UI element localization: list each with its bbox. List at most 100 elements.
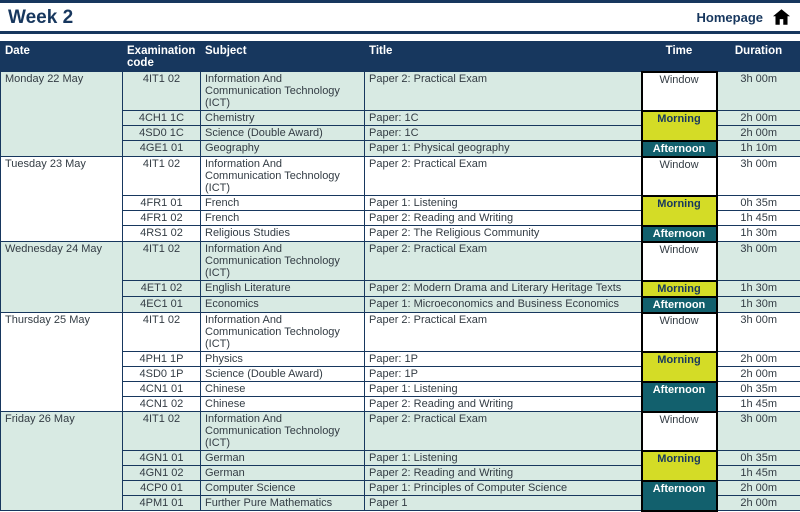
date-cell: Thursday 25 May: [1, 313, 123, 412]
time-cell: Morning: [642, 111, 717, 141]
time-cell: Afternoon: [642, 226, 717, 242]
title-cell: Paper 2: Practical Exam: [365, 242, 642, 281]
time-cell: Morning: [642, 352, 717, 382]
page-title: Week 2: [8, 8, 73, 27]
subject-cell: Religious Studies: [201, 226, 365, 242]
time-cell: Window: [642, 72, 717, 111]
exam-code-cell: 4CH1 1C: [123, 111, 201, 126]
duration-cell: 1h 30m: [717, 226, 800, 242]
subject-cell: German: [201, 451, 365, 466]
duration-cell: 1h 30m: [717, 281, 800, 297]
time-cell: Morning: [642, 196, 717, 226]
duration-cell: 0h 35m: [717, 382, 800, 397]
title-cell: Paper: 1C: [365, 111, 642, 126]
subject-cell: Science (Double Award): [201, 367, 365, 382]
title-cell: Paper 2: Practical Exam: [365, 412, 642, 451]
subject-cell: Physics: [201, 352, 365, 367]
exam-code-cell: 4RS1 02: [123, 226, 201, 242]
title-cell: Paper 1: Listening: [365, 382, 642, 397]
subject-cell: Information And Communication Technology…: [201, 313, 365, 352]
subject-cell: French: [201, 211, 365, 226]
title-cell: Paper 2: Practical Exam: [365, 157, 642, 196]
exam-code-cell: 4GE1 01: [123, 141, 201, 157]
subject-cell: Information And Communication Technology…: [201, 157, 365, 196]
title-cell: Paper 2: Reading and Writing: [365, 466, 642, 481]
duration-cell: 0h 35m: [717, 451, 800, 466]
duration-cell: 2h 00m: [717, 126, 800, 141]
subject-cell: English Literature: [201, 281, 365, 297]
time-cell: Afternoon: [642, 141, 717, 157]
title-cell: Paper 1: Listening: [365, 451, 642, 466]
home-icon[interactable]: [773, 9, 790, 25]
subject-cell: Chemistry: [201, 111, 365, 126]
title-cell: Paper 2: Practical Exam: [365, 313, 642, 352]
exam-code-cell: 4IT1 02: [123, 412, 201, 451]
time-cell: Afternoon: [642, 297, 717, 313]
subject-cell: Chinese: [201, 382, 365, 397]
exam-code-cell: 4IT1 02: [123, 313, 201, 352]
subject-cell: French: [201, 196, 365, 211]
exam-code-cell: 4CN1 01: [123, 382, 201, 397]
title-cell: Paper 2: Reading and Writing: [365, 211, 642, 226]
homepage-link[interactable]: Homepage: [697, 9, 790, 25]
subject-cell: Geography: [201, 141, 365, 157]
time-cell: Morning: [642, 451, 717, 481]
column-header-subject: Subject: [201, 42, 365, 72]
title-cell: Paper 2: Reading and Writing: [365, 397, 642, 412]
exam-code-cell: 4ET1 02: [123, 281, 201, 297]
duration-cell: 1h 45m: [717, 466, 800, 481]
duration-cell: 3h 00m: [717, 242, 800, 281]
exam-code-cell: 4CN1 02: [123, 397, 201, 412]
duration-cell: 2h 00m: [717, 367, 800, 382]
title-cell: Paper: 1P: [365, 352, 642, 367]
exam-code-cell: 4IT1 02: [123, 242, 201, 281]
subject-cell: Information And Communication Technology…: [201, 72, 365, 111]
duration-cell: 2h 00m: [717, 111, 800, 126]
exam-code-cell: 4PM1 01: [123, 496, 201, 511]
subject-cell: Science (Double Award): [201, 126, 365, 141]
title-cell: Paper: 1P: [365, 367, 642, 382]
time-cell: Window: [642, 313, 717, 352]
exam-code-cell: 4GN1 02: [123, 466, 201, 481]
subject-cell: Economics: [201, 297, 365, 313]
title-cell: Paper 1: [365, 496, 642, 511]
title-cell: Paper 1: Listening: [365, 196, 642, 211]
homepage-label: Homepage: [697, 10, 763, 25]
time-cell: Window: [642, 242, 717, 281]
duration-cell: 2h 00m: [717, 496, 800, 511]
title-cell: Paper 1: Physical geography: [365, 141, 642, 157]
page-header: Week 2 Homepage: [0, 3, 800, 31]
duration-cell: 2h 00m: [717, 481, 800, 496]
duration-cell: 3h 00m: [717, 72, 800, 111]
subject-cell: Computer Science: [201, 481, 365, 496]
exam-code-cell: 4FR1 01: [123, 196, 201, 211]
duration-cell: 1h 30m: [717, 297, 800, 313]
column-header-duration: Duration: [717, 42, 800, 72]
time-cell: Window: [642, 412, 717, 451]
duration-cell: 0h 35m: [717, 196, 800, 211]
date-cell: Monday 22 May: [1, 72, 123, 157]
exam-code-cell: 4IT1 02: [123, 157, 201, 196]
column-header-time: Time: [642, 42, 717, 72]
time-cell: Afternoon: [642, 481, 717, 511]
duration-cell: 1h 10m: [717, 141, 800, 157]
duration-cell: 1h 45m: [717, 397, 800, 412]
column-header-code: Examination code: [123, 42, 201, 72]
title-cell: Paper 2: Practical Exam: [365, 72, 642, 111]
subject-cell: Further Pure Mathematics: [201, 496, 365, 511]
exam-code-cell: 4SD0 1P: [123, 367, 201, 382]
exam-code-cell: 4GN1 01: [123, 451, 201, 466]
column-header-date: Date: [1, 42, 123, 72]
exam-code-cell: 4CP0 01: [123, 481, 201, 496]
date-cell: Wednesday 24 May: [1, 242, 123, 313]
duration-cell: 3h 00m: [717, 313, 800, 352]
time-cell: Morning: [642, 281, 717, 297]
exam-code-cell: 4PH1 1P: [123, 352, 201, 367]
title-cell: Paper 1: Microeconomics and Business Eco…: [365, 297, 642, 313]
subject-cell: Information And Communication Technology…: [201, 412, 365, 451]
